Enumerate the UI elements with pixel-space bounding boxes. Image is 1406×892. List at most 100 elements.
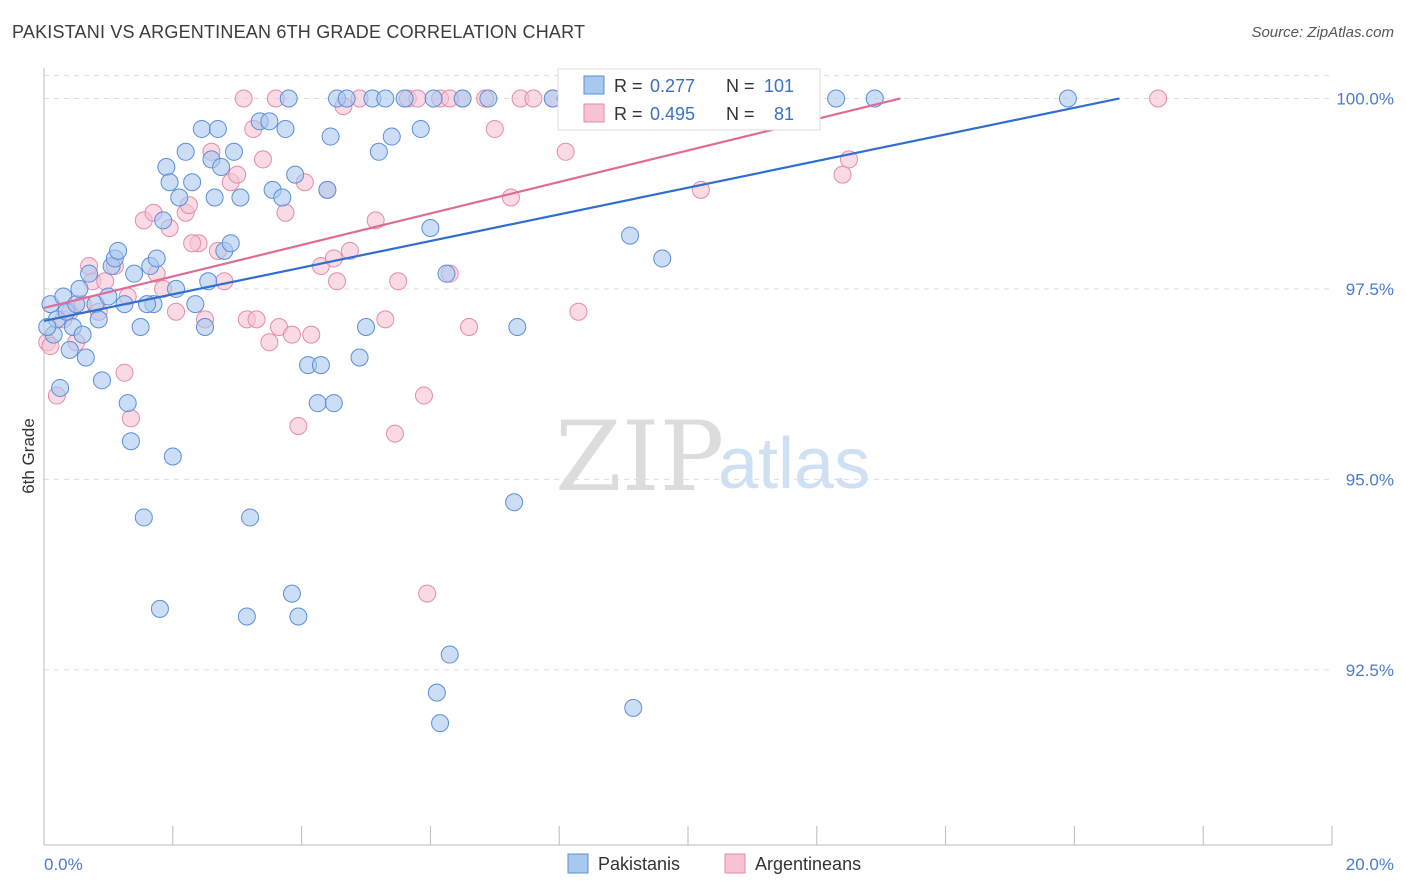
chart-source: Source: ZipAtlas.com [1251, 24, 1394, 41]
stats-n-label-pakistani: N = [726, 76, 755, 96]
argentinean-point [376, 310, 395, 329]
x-tick-label-min: 0.0% [44, 855, 83, 874]
pakistani-point [163, 447, 182, 466]
pakistani-point [479, 89, 498, 108]
pakistani-trend-line [43, 97, 1120, 322]
pakistani-point [205, 188, 224, 207]
argentinean-point [385, 424, 404, 443]
legend-label-pakistanis: Pakistanis [598, 854, 680, 874]
argentinean-trend-line [43, 97, 901, 310]
pakistani-point [827, 89, 846, 108]
pakistani-point [150, 599, 169, 618]
argentinean-point [183, 234, 202, 253]
pakistani-point [382, 127, 401, 146]
pakistani-point [337, 89, 356, 108]
pakistani-point [208, 119, 227, 138]
pakistani-point [260, 112, 279, 131]
pakistani-point [89, 310, 108, 329]
pakistani-point [241, 508, 260, 527]
y-axis-tick-labels: 92.5% 95.0% 97.5% 100.0% [1336, 89, 1394, 679]
pakistani-point [273, 188, 292, 207]
argentinean-point [253, 150, 272, 169]
watermark: ZIP atlas [555, 401, 870, 513]
pakistani-point [321, 127, 340, 146]
pakistani-point [357, 318, 375, 336]
pakistani-point [121, 432, 140, 451]
argentinean-point [260, 333, 279, 352]
pakistani-point [427, 683, 446, 702]
stats-swatch-argentinean [583, 103, 605, 123]
argentinean-point [418, 584, 437, 603]
pakistani-point [157, 158, 176, 177]
chart-title: PAKISTANI VS ARGENTINEAN 6TH GRADE CORRE… [12, 22, 586, 42]
argentinean-point [289, 417, 308, 436]
pakistani-point [125, 264, 144, 283]
argentinean-point [569, 302, 588, 321]
stats-box: R = 0.277 N = 101 R = 0.495 N = 81 [557, 68, 821, 131]
stats-n-label-argentinean: N = [726, 104, 755, 124]
pakistani-point [279, 89, 298, 108]
pakistani-point [308, 394, 327, 413]
pakistani-point [160, 173, 179, 192]
pakistani-point [147, 249, 166, 268]
argentinean-point [389, 272, 408, 291]
argentinean-point [556, 142, 575, 161]
pakistani-point [440, 645, 459, 664]
stats-swatch-pakistani [583, 75, 605, 95]
argentinean-point [524, 89, 543, 108]
pakistani-points [38, 89, 1077, 733]
pakistani-point [221, 234, 240, 253]
argentinean-point [167, 302, 186, 321]
pakistani-point [653, 249, 672, 268]
y-tick-label: 100.0% [1336, 89, 1394, 108]
pakistani-point [505, 493, 524, 512]
legend: Pakistanis Argentineans [567, 853, 861, 874]
stats-n-value-argentinean: 81 [774, 104, 794, 124]
stats-n-value-pakistani: 101 [764, 76, 794, 96]
pakistani-point [70, 279, 89, 298]
argentinean-point [485, 119, 504, 138]
argentinean-point [276, 203, 295, 222]
pakistani-point [624, 698, 643, 717]
pakistani-point [421, 218, 440, 237]
argentinean-point [247, 310, 266, 329]
stats-r-value-pakistani: 0.277 [650, 76, 695, 96]
watermark-atlas: atlas [718, 424, 870, 504]
pakistani-point [289, 607, 308, 626]
y-tick-label: 95.0% [1346, 470, 1394, 489]
argentinean-point [833, 165, 852, 184]
pakistani-point [134, 508, 153, 527]
legend-swatch-pakistanis [567, 853, 589, 874]
argentinean-point [324, 249, 343, 268]
pakistani-point [311, 356, 330, 375]
pakistani-point [212, 158, 231, 177]
pakistani-point [437, 264, 456, 283]
y-tick-label: 97.5% [1346, 280, 1394, 299]
argentinean-point [1149, 89, 1168, 108]
x-axis-ticks [43, 826, 1333, 845]
pakistani-point [60, 340, 79, 359]
pakistani-point [80, 264, 99, 283]
pakistani-point [318, 180, 337, 199]
pakistani-point [282, 584, 301, 603]
pakistani-point [170, 188, 189, 207]
stats-r-label-pakistani: R = [614, 76, 643, 96]
pakistani-point [73, 325, 92, 344]
trend-lines [43, 97, 1120, 322]
pakistani-point [508, 318, 527, 336]
argentinean-point [414, 386, 433, 405]
y-axis-label: 6th Grade [19, 418, 38, 494]
pakistani-point [369, 142, 388, 161]
pakistani-point [231, 188, 250, 207]
stats-r-value-argentinean: 0.495 [650, 104, 695, 124]
pakistani-point [183, 173, 202, 192]
pakistani-point [131, 318, 150, 336]
legend-swatch-argentineans [724, 853, 746, 874]
pakistani-point [51, 378, 70, 397]
pakistani-point [1058, 89, 1077, 108]
pakistani-point [376, 89, 395, 108]
argentinean-point [340, 241, 359, 260]
argentinean-point [460, 318, 479, 336]
pakistani-point [109, 241, 128, 260]
